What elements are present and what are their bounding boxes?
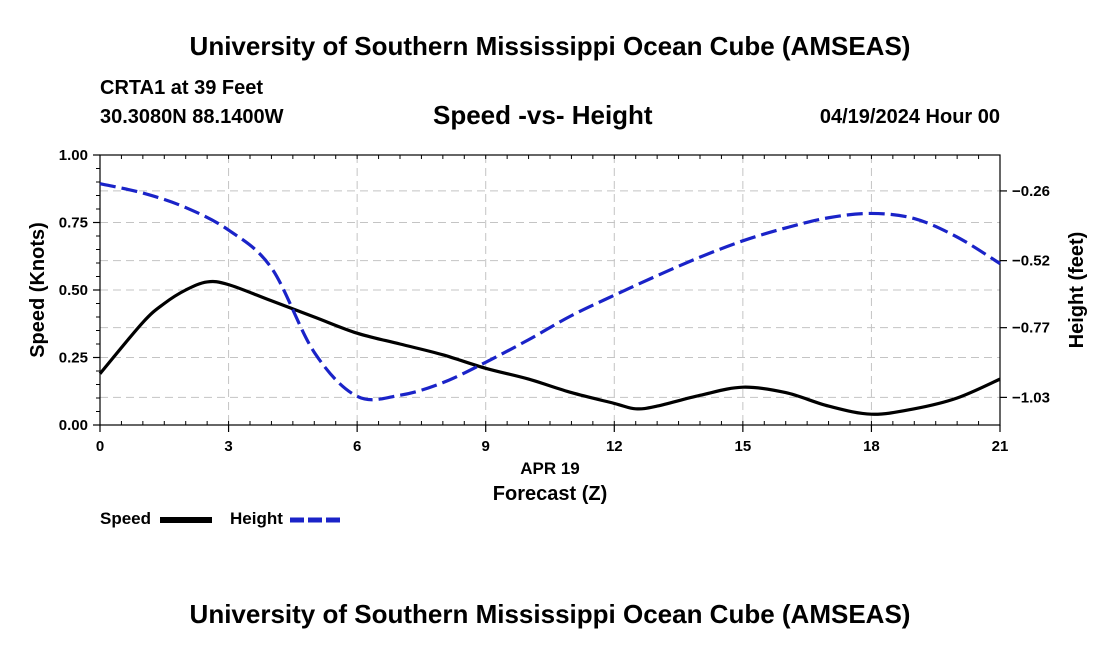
x-axis-label: Forecast (Z) (493, 483, 607, 505)
x-tick-label: 12 (606, 438, 623, 455)
station-label: CRTA1 at 39 Feet (100, 77, 264, 99)
x-tick-label: 21 (992, 438, 1009, 455)
y-tick-label: 0.50 (59, 282, 88, 299)
forecast-datetime: 04/19/2024 Hour 00 (819, 106, 1000, 128)
y2-tick-label: −0.77 (1012, 320, 1050, 337)
page-title: University of Southern Mississippi Ocean… (189, 31, 911, 61)
x-tick-label: 3 (224, 438, 232, 455)
x-tick-label: 0 (96, 438, 104, 455)
x-axis-date-label: APR 19 (520, 459, 580, 478)
y-axis-label: Speed (Knots) (27, 222, 49, 358)
chart: 0 3 6 9 12 15 18 21 0.00 0.25 0.50 0.75 1.00 −0.26 −0.… (27, 147, 1088, 505)
x-tick-label: 15 (735, 438, 752, 455)
y-tick-label: 0.00 (59, 417, 88, 434)
y2-axis-label: Height (feet) (1066, 232, 1088, 349)
y-tick-label: 1.00 (59, 147, 88, 164)
series-line-speed (98, 279, 1001, 416)
axis-ticks: 0 3 6 9 12 15 18 21 0.00 0.25 0.50 0.75 1.00 −0.26 −0.… (59, 147, 1050, 455)
series (98, 182, 1001, 416)
x-tick-label: 6 (353, 438, 361, 455)
y-tick-label: 0.25 (59, 350, 88, 367)
legend-speed-swatch (160, 517, 212, 523)
legend-height-swatch (290, 517, 344, 523)
x-tick-label: 18 (863, 438, 880, 455)
legend-height-label: Height (230, 509, 283, 528)
series-line-height (99, 182, 1001, 402)
legend-speed-label: Speed (100, 509, 152, 528)
footer-title: University of Southern Mississippi Ocean… (189, 599, 911, 629)
grid (100, 155, 1000, 425)
y2-tick-label: −0.52 (1012, 253, 1050, 270)
y-tick-label: 0.75 (59, 215, 88, 232)
y2-tick-label: −1.03 (1012, 389, 1050, 406)
coordinates-label: 30.3080N 88.1400W (100, 106, 284, 128)
y2-tick-label: −0.26 (1012, 183, 1050, 200)
chart-subtitle: Speed -vs- Height (433, 100, 653, 130)
x-tick-label: 9 (482, 438, 490, 455)
